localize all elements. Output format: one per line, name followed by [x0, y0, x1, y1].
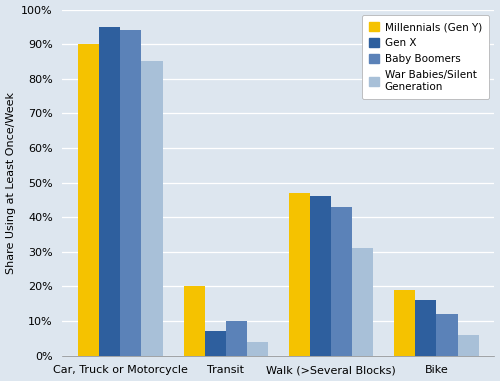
Bar — [289, 193, 310, 356]
Bar — [436, 314, 458, 356]
Bar — [184, 287, 204, 356]
Bar — [204, 331, 226, 356]
Legend: Millennials (Gen Y), Gen X, Baby Boomers, War Babies/Silent
Generation: Millennials (Gen Y), Gen X, Baby Boomers… — [362, 15, 489, 99]
Bar — [142, 61, 163, 356]
Y-axis label: Share Using at Least Once/Week: Share Using at Least Once/Week — [6, 92, 16, 274]
Bar — [394, 290, 415, 356]
Bar — [331, 207, 352, 356]
Bar — [247, 342, 268, 356]
Bar — [352, 248, 374, 356]
Bar — [78, 44, 100, 356]
Bar — [458, 335, 478, 356]
Bar — [100, 27, 120, 356]
Bar — [310, 197, 331, 356]
Bar — [226, 321, 247, 356]
Bar — [416, 300, 436, 356]
Bar — [120, 30, 142, 356]
